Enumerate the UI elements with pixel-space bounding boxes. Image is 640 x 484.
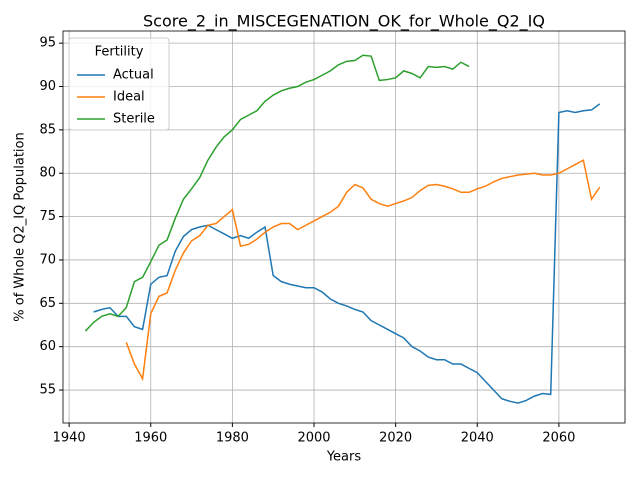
y-tick-label: 85 [39, 122, 56, 137]
legend-label: Sterile [113, 112, 155, 127]
data-line [125, 159, 601, 382]
legend-label: Actual [113, 68, 154, 83]
y-axis-label: % of Whole Q2_IQ Population [13, 132, 28, 321]
y-tick-label: 60 [39, 339, 56, 354]
x-tick-label: 1960 [134, 431, 167, 446]
chart-title: Score_2_in_MISCEGENATION_OK_for_Whole_Q2… [143, 12, 545, 32]
y-tick-label: 95 [39, 36, 56, 51]
y-tick-label: 55 [39, 383, 56, 398]
y-tick-label: 80 [39, 166, 56, 181]
y-tick-label: 70 [39, 252, 56, 267]
plot-frame [62, 30, 626, 424]
x-tick-label: 2040 [461, 431, 494, 446]
y-tick-label: 75 [39, 209, 56, 224]
x-tick-label: 2020 [379, 431, 412, 446]
x-tick-label: 2000 [297, 431, 330, 446]
legend-box [68, 37, 170, 131]
x-tick-label: 1940 [53, 431, 86, 446]
y-tick-label: 65 [39, 296, 56, 311]
data-line [93, 103, 601, 404]
x-axis-label: Years [326, 450, 362, 465]
y-tick-label: 90 [39, 79, 56, 94]
x-tick-label: 1980 [216, 431, 249, 446]
data-line [84, 54, 470, 332]
legend-title: Fertility [95, 45, 144, 60]
legend-label: Ideal [113, 90, 145, 105]
x-tick-label: 2060 [542, 431, 575, 446]
